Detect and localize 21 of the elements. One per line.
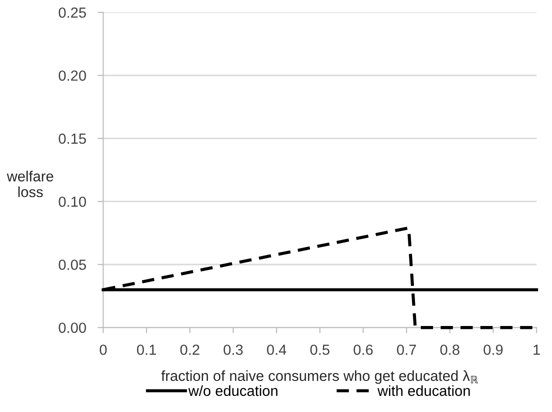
x-tick-label: 0.2 — [180, 344, 200, 355]
legend-label: with education — [377, 385, 470, 396]
y-axis-title: welfare loss — [6, 170, 54, 198]
x-tick-label: 0.7 — [396, 344, 416, 355]
y-tick-label: 0.20 — [58, 70, 86, 81]
x-tick-label: 0.1 — [136, 344, 156, 355]
x-tick-label: 0.4 — [266, 344, 286, 355]
x-tick-label: 0 — [100, 344, 107, 355]
x-tick-label: 0.9 — [484, 344, 503, 355]
x-tick-label: 1 — [534, 344, 540, 355]
legend-label: w/o education — [188, 385, 278, 396]
y-tick-label: 0.05 — [58, 260, 86, 270]
x-axis-title: fraction of naive consumers who get educated λ$_{ℝ}$ — [161, 370, 478, 384]
x-tick-label: 0.3 — [224, 344, 243, 355]
x-tick-label: 0.8 — [440, 344, 460, 355]
x-tick-label: 0.5 — [310, 344, 330, 355]
y-tick-label: 0.25 — [58, 7, 86, 18]
y-tick-label: 0.10 — [58, 196, 86, 207]
x-tick-label: 0.6 — [354, 344, 373, 355]
y-tick-label: 0.15 — [58, 134, 86, 144]
y-tick-label: 0.00 — [58, 322, 86, 333]
